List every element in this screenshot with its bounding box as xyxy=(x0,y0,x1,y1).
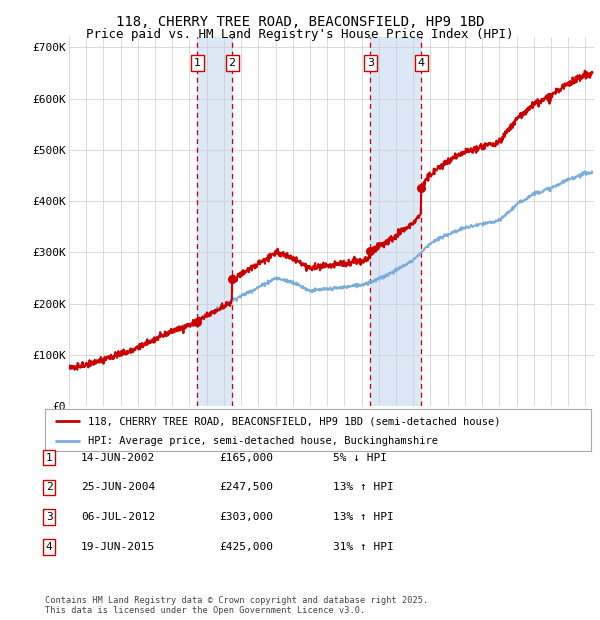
Text: 1: 1 xyxy=(46,453,53,463)
Text: 13% ↑ HPI: 13% ↑ HPI xyxy=(333,482,394,492)
Text: £247,500: £247,500 xyxy=(219,482,273,492)
Text: 2: 2 xyxy=(46,482,53,492)
Text: £303,000: £303,000 xyxy=(219,512,273,522)
Text: 13% ↑ HPI: 13% ↑ HPI xyxy=(333,512,394,522)
Text: 4: 4 xyxy=(418,58,425,68)
Text: Contains HM Land Registry data © Crown copyright and database right 2025.
This d: Contains HM Land Registry data © Crown c… xyxy=(45,596,428,615)
Text: 3: 3 xyxy=(46,512,53,522)
Bar xyxy=(370,37,421,406)
Text: £425,000: £425,000 xyxy=(219,542,273,552)
Text: 2: 2 xyxy=(229,58,236,68)
Text: 3: 3 xyxy=(367,58,374,68)
Text: HPI: Average price, semi-detached house, Buckinghamshire: HPI: Average price, semi-detached house,… xyxy=(88,436,437,446)
Bar xyxy=(197,37,232,406)
Text: 14-JUN-2002: 14-JUN-2002 xyxy=(81,453,155,463)
Text: Price paid vs. HM Land Registry's House Price Index (HPI): Price paid vs. HM Land Registry's House … xyxy=(86,28,514,41)
Text: 118, CHERRY TREE ROAD, BEACONSFIELD, HP9 1BD (semi-detached house): 118, CHERRY TREE ROAD, BEACONSFIELD, HP9… xyxy=(88,416,500,426)
Text: 118, CHERRY TREE ROAD, BEACONSFIELD, HP9 1BD: 118, CHERRY TREE ROAD, BEACONSFIELD, HP9… xyxy=(116,15,484,29)
Text: 19-JUN-2015: 19-JUN-2015 xyxy=(81,542,155,552)
Text: 06-JUL-2012: 06-JUL-2012 xyxy=(81,512,155,522)
Text: 1: 1 xyxy=(194,58,201,68)
Text: 5% ↓ HPI: 5% ↓ HPI xyxy=(333,453,387,463)
Text: 25-JUN-2004: 25-JUN-2004 xyxy=(81,482,155,492)
Text: 31% ↑ HPI: 31% ↑ HPI xyxy=(333,542,394,552)
Text: £165,000: £165,000 xyxy=(219,453,273,463)
Text: 4: 4 xyxy=(46,542,53,552)
